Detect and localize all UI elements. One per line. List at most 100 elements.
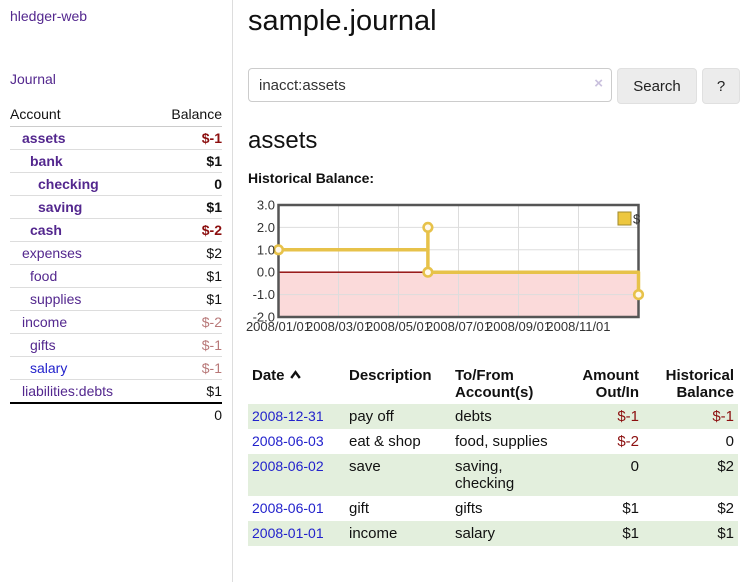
account-link[interactable]: saving — [38, 199, 83, 215]
description-column-header: Description — [349, 367, 432, 384]
search-input-wrap: × — [248, 68, 612, 104]
transaction-balance: $1 — [717, 525, 734, 542]
account-balance: $1 — [152, 287, 222, 311]
total-balance: 0 — [152, 402, 222, 426]
account-row: checking 0 — [10, 172, 222, 196]
svg-text:-2.0: -2.0 — [253, 310, 275, 325]
account-link[interactable]: bank — [30, 153, 63, 169]
account-balance: $-1 — [152, 333, 222, 357]
account-balance: $-1 — [152, 356, 222, 380]
account-link[interactable]: food — [30, 268, 58, 284]
transaction-date-link[interactable]: 2008-06-01 — [252, 500, 324, 516]
account-row: bank $1 — [10, 149, 222, 173]
transaction-row[interactable]: 2008-06-01 gift gifts $1 $2 — [248, 496, 738, 521]
transaction-row[interactable]: 2008-12-31 pay off debts $-1 $-1 — [248, 404, 738, 429]
account-tree-table: Account Balance assets $-1 bank $1 checking 0… — [10, 103, 222, 426]
transaction-amount: $1 — [622, 500, 639, 517]
search-form: × Search ? — [248, 68, 742, 104]
account-column-header: To/From Account(s) — [455, 367, 534, 401]
transaction-balance: 0 — [725, 433, 734, 450]
balance-column-header: Balance — [152, 103, 222, 127]
transaction-accounts: gifts — [455, 500, 483, 517]
account-link[interactable]: income — [22, 314, 68, 330]
transaction-accounts: food, supplies — [455, 433, 548, 450]
svg-text:2.0: 2.0 — [257, 220, 275, 235]
transaction-description: income — [349, 525, 398, 542]
account-link[interactable]: salary — [30, 360, 68, 376]
account-balance: $1 — [152, 264, 222, 288]
sidebar: hledger-web Journal Account Balance asse… — [0, 0, 233, 582]
account-column-header: Account — [10, 103, 153, 127]
account-row: food $1 — [10, 264, 222, 288]
transaction-date-link[interactable]: 2008-06-02 — [252, 458, 324, 474]
transaction-amount: $-2 — [617, 433, 639, 450]
account-row: saving $1 — [10, 195, 222, 219]
transaction-description: pay off — [349, 408, 394, 425]
account-balance: $-2 — [152, 218, 222, 242]
account-heading: assets — [248, 127, 318, 154]
search-button[interactable]: Search — [617, 68, 697, 104]
transaction-row[interactable]: 2008-01-01 income salary $1 $1 — [248, 521, 738, 546]
main-content: sample.journal × Search ? assets Histori… — [246, 0, 742, 546]
balance-column-header: Historical Balance — [665, 367, 734, 401]
transaction-accounts: debts — [455, 408, 492, 425]
account-row: supplies $1 — [10, 287, 222, 311]
svg-text:2008/03/01: 2008/03/01 — [306, 319, 371, 334]
svg-text:2008/09/01: 2008/09/01 — [486, 319, 551, 334]
transaction-description: eat & shop — [349, 433, 421, 450]
account-link[interactable]: liabilities:debts — [22, 383, 114, 399]
account-link[interactable]: supplies — [30, 291, 82, 307]
date-column-header[interactable]: Date — [248, 364, 345, 404]
account-balance: $-2 — [152, 310, 222, 334]
search-input[interactable] — [248, 68, 612, 102]
total-row: 0 — [10, 402, 222, 426]
svg-text:-1.0: -1.0 — [253, 287, 275, 302]
transaction-description: gift — [349, 500, 370, 517]
svg-text:2008/01/01: 2008/01/01 — [246, 319, 311, 334]
transaction-amount: $-1 — [617, 408, 639, 425]
account-link[interactable]: assets — [22, 130, 66, 146]
svg-text:$: $ — [633, 212, 641, 227]
svg-text:0.0: 0.0 — [257, 265, 275, 280]
account-link[interactable]: cash — [30, 222, 62, 238]
account-row: expenses $2 — [10, 241, 222, 265]
transaction-date-link[interactable]: 2008-06-03 — [252, 433, 324, 449]
account-balance: $1 — [152, 149, 222, 173]
account-balance: $1 — [152, 195, 222, 219]
account-row: salary $-1 — [10, 356, 222, 380]
svg-text:2008/11/01: 2008/11/01 — [546, 319, 610, 334]
account-row: assets $-1 — [10, 126, 222, 150]
sidebar-item-journal[interactable]: Journal — [10, 71, 56, 87]
chart-title: Historical Balance: — [248, 170, 375, 186]
svg-text:3.0: 3.0 — [257, 198, 275, 213]
transaction-amount: 0 — [630, 458, 639, 475]
brand-link[interactable]: hledger-web — [10, 8, 88, 24]
transaction-accounts: saving, checking — [455, 458, 515, 492]
sort-ascending-icon — [289, 367, 301, 384]
account-row: income $-2 — [10, 310, 222, 334]
account-balance: 0 — [152, 172, 222, 196]
account-link[interactable]: checking — [38, 176, 99, 192]
svg-text:2008/07/01: 2008/07/01 — [426, 319, 491, 334]
register-table: Date Description To/From Account(s) Amou… — [248, 364, 738, 546]
account-balance: $1 — [152, 379, 222, 404]
transaction-description: save — [349, 458, 381, 475]
transaction-row[interactable]: 2008-06-03 eat & shop food, supplies $-2 0 — [248, 429, 738, 454]
clear-search-icon[interactable]: × — [594, 75, 603, 92]
svg-text:2008/05/01: 2008/05/01 — [366, 319, 431, 334]
help-button[interactable]: ? — [702, 68, 740, 104]
svg-text:1.0: 1.0 — [257, 242, 275, 257]
chart-canvas: $3.0 2.0 1.0 0.0 -1.0 -2.02008/01/012008/03/0… — [246, 198, 645, 334]
account-row: liabilities:debts $1 — [10, 379, 222, 404]
transaction-date-link[interactable]: 2008-01-01 — [252, 525, 324, 541]
account-link[interactable]: gifts — [30, 337, 56, 353]
transaction-balance: $-1 — [712, 408, 734, 425]
transaction-date-link[interactable]: 2008-12-31 — [252, 408, 324, 424]
transaction-amount: $1 — [622, 525, 639, 542]
historical-balance-chart: $3.0 2.0 1.0 0.0 -1.0 -2.0 2008/01/01 2008/03/0… — [242, 193, 742, 346]
transaction-balance: $2 — [717, 458, 734, 475]
account-link[interactable]: expenses — [22, 245, 82, 261]
transaction-row[interactable]: 2008-06-02 save saving, checking 0 $2 — [248, 454, 738, 496]
account-balance: $-1 — [152, 126, 222, 150]
transaction-balance: $2 — [717, 500, 734, 517]
